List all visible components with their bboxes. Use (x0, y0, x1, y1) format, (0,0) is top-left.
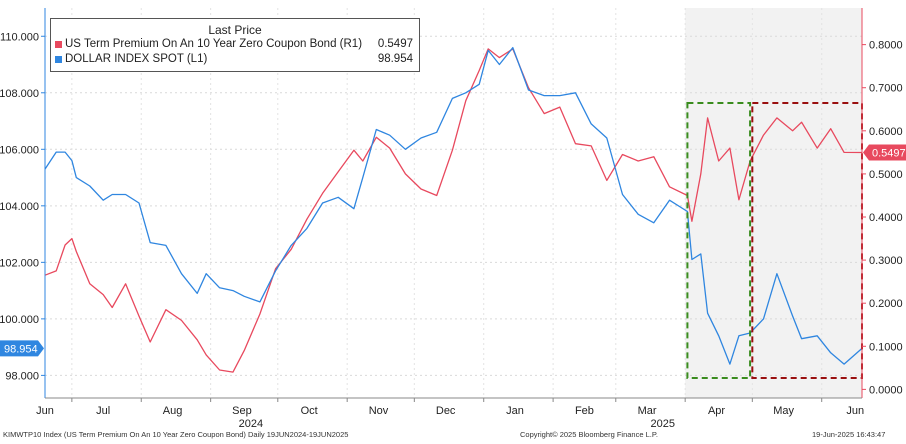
legend-title: Last Price (208, 23, 262, 37)
legend: Last Price US Term Premium On An 10 Year… (50, 18, 420, 72)
legend-row-dollar-index: DOLLAR INDEX SPOT (L1) 98.954 (51, 52, 419, 67)
x-tick-label-oct-4: Oct (301, 405, 318, 417)
gridlines (45, 8, 862, 398)
legend-label-term-premium: US Term Premium On An 10 Year Zero Coupo… (65, 38, 363, 50)
right-last-value-tag (863, 144, 906, 161)
x-tick-label-mar-9: Mar (638, 405, 657, 417)
right-tick-label-0: 0.0000 (869, 384, 903, 396)
axes: 98.000 100.000 102.000 104.000 106.000 108.00… (0, 8, 903, 430)
left-tick-label-6: 110.000 (0, 31, 39, 43)
x-tick-label-nov-5: Nov (369, 405, 389, 417)
x-tick-label-jul-1: Jul (96, 405, 110, 417)
left-tick-label-2: 102.000 (0, 257, 39, 269)
right-tick-label-3: 0.3000 (869, 255, 903, 267)
left-last-value-text: 98.954 (4, 343, 38, 355)
x-tick-label-dec-6: Dec (436, 405, 456, 417)
left-last-value-tag (0, 340, 44, 357)
shaded-region-layer (685, 8, 862, 398)
legend-swatch-dollar-index (55, 56, 62, 63)
right-last-value-text: 0.5497 (872, 147, 906, 159)
legend-swatch-term-premium (55, 41, 62, 48)
legend-value-term-premium: 0.5497 (377, 38, 413, 50)
left-tick-label-3: 104.000 (0, 201, 39, 213)
series-lines (44, 46, 863, 373)
annotation-boxes (686, 102, 864, 379)
right-tick-label-6: 0.6000 (869, 126, 903, 138)
x-year-label-2024: 2024 (239, 418, 263, 430)
left-tick-label-5: 108.000 (0, 88, 39, 100)
right-tick-label-1: 0.1000 (869, 341, 903, 353)
x-tick-label-sep-3: Sep (232, 405, 252, 417)
may-june-dashed-box (751, 102, 864, 379)
x-year-label-2025: 2025 (651, 418, 675, 430)
x-tick-label-jun-0: Jun (36, 405, 54, 417)
april-dashed-box (686, 102, 752, 379)
x-tick-label-may-11: May (773, 405, 794, 417)
x-tick-label-jun-12: Jun (846, 405, 864, 417)
left-tick-label-0: 98.000 (5, 370, 39, 382)
right-tick-label-2: 0.2000 (869, 298, 903, 310)
left-tick-label-1: 100.000 (0, 314, 39, 326)
x-tick-label-jan-7: Jan (506, 405, 524, 417)
x-tick-label-aug-2: Aug (163, 405, 183, 417)
dollar-index-line (44, 46, 863, 365)
right-tick-label-4: 0.4000 (869, 212, 903, 224)
shaded-region (685, 8, 862, 398)
last-value-tags: 98.954 0.5497 (0, 144, 906, 357)
legend-row-term-premium: US Term Premium On An 10 Year Zero Coupo… (51, 37, 419, 52)
footer-left: KIMWTP10 Index (US Term Premium On An 10… (3, 430, 349, 439)
right-tick-label-7: 0.7000 (869, 83, 903, 95)
x-tick-label-feb-8: Feb (575, 405, 594, 417)
legend-label-dollar-index: DOLLAR INDEX SPOT (L1) (65, 53, 208, 65)
left-tick-label-4: 106.000 (0, 144, 39, 156)
x-tick-label-apr-10: Apr (708, 405, 725, 417)
footer-center: Copyright© 2025 Bloomberg Finance L.P. (520, 430, 658, 439)
term-premium-line (44, 48, 863, 373)
legend-value-dollar-index: 98.954 (377, 53, 413, 65)
right-tick-label-5: 0.5000 (869, 169, 903, 181)
right-tick-label-8: 0.8000 (869, 40, 903, 52)
footer-right: 19-Jun-2025 16:43:47 (812, 430, 886, 439)
